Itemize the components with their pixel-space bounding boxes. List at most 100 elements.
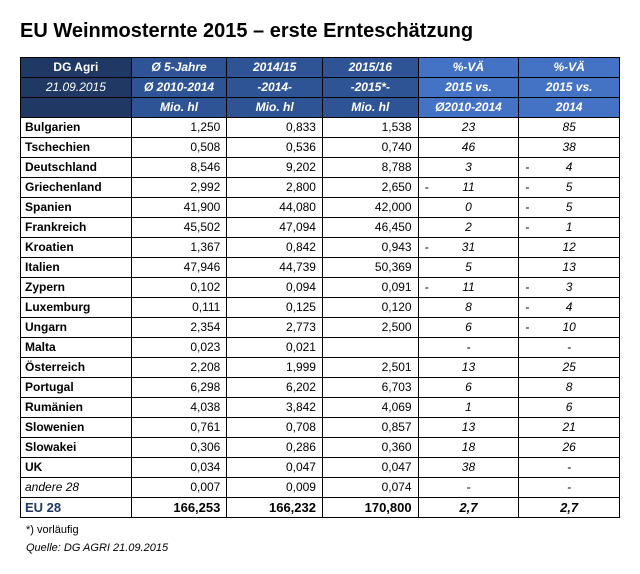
- header-cell: Mio. hl: [131, 98, 227, 118]
- header-cell: -2014-: [227, 78, 323, 98]
- value-cell: 23: [418, 118, 519, 138]
- value-cell: 0,034: [131, 458, 227, 478]
- table-row: Rumänien4,0383,8424,06916: [21, 398, 620, 418]
- country-cell: Luxemburg: [21, 298, 132, 318]
- value-cell: 2,208: [131, 358, 227, 378]
- table-row: Deutschland8,5469,2028,78834: [21, 158, 620, 178]
- header-cell: 2014/15: [227, 58, 323, 78]
- table-row: andere 280,0070,0090,074--: [21, 478, 620, 498]
- value-cell: 1,999: [227, 358, 323, 378]
- value-cell: 0,021: [227, 338, 323, 358]
- table-row: EU 28166,253166,232170,8002,72,7: [21, 498, 620, 518]
- header-cell: Ø2010-2014: [418, 98, 519, 118]
- value-cell: 13: [418, 358, 519, 378]
- value-cell: 12: [519, 238, 620, 258]
- value-cell: 6,703: [322, 378, 418, 398]
- value-cell: 6,202: [227, 378, 323, 398]
- value-cell: -: [519, 338, 620, 358]
- table-row: Italien47,94644,73950,369513: [21, 258, 620, 278]
- value-cell: 2,500: [322, 318, 418, 338]
- header-cell: 2015 vs.: [418, 78, 519, 98]
- value-cell: -: [519, 458, 620, 478]
- header-cell: [21, 98, 132, 118]
- value-cell: 8,546: [131, 158, 227, 178]
- value-cell: 31: [418, 238, 519, 258]
- table-row: Griechenland2,9922,8002,650115: [21, 178, 620, 198]
- value-cell: 0,943: [322, 238, 418, 258]
- value-cell: 47,094: [227, 218, 323, 238]
- value-cell: 44,080: [227, 198, 323, 218]
- value-cell: 0,536: [227, 138, 323, 158]
- value-cell: 2,773: [227, 318, 323, 338]
- value-cell: 1: [418, 398, 519, 418]
- value-cell: 0,360: [322, 438, 418, 458]
- country-cell: Griechenland: [21, 178, 132, 198]
- value-cell: 2,800: [227, 178, 323, 198]
- country-cell: andere 28: [21, 478, 132, 498]
- country-cell: Ungarn: [21, 318, 132, 338]
- footnote: *) vorläufig: [20, 524, 620, 536]
- value-cell: -: [519, 478, 620, 498]
- header-cell: 2014: [519, 98, 620, 118]
- table-row: Österreich2,2081,9992,5011325: [21, 358, 620, 378]
- table-row: Kroatien1,3670,8420,9433112: [21, 238, 620, 258]
- value-cell: [322, 338, 418, 358]
- value-cell: 0,111: [131, 298, 227, 318]
- country-cell: Bulgarien: [21, 118, 132, 138]
- value-cell: 46: [418, 138, 519, 158]
- value-cell: 0,047: [322, 458, 418, 478]
- value-cell: 0,094: [227, 278, 323, 298]
- value-cell: 0,007: [131, 478, 227, 498]
- value-cell: 4: [519, 158, 620, 178]
- header-cell: Mio. hl: [322, 98, 418, 118]
- table-row: Slowenien0,7610,7080,8571321: [21, 418, 620, 438]
- header-cell: 21.09.2015: [21, 78, 132, 98]
- value-cell: 41,900: [131, 198, 227, 218]
- value-cell: 25: [519, 358, 620, 378]
- value-cell: 8: [519, 378, 620, 398]
- value-cell: 2: [418, 218, 519, 238]
- value-cell: 18: [418, 438, 519, 458]
- value-cell: 0,125: [227, 298, 323, 318]
- value-cell: 2,7: [519, 498, 620, 518]
- value-cell: 4: [519, 298, 620, 318]
- value-cell: 45,502: [131, 218, 227, 238]
- value-cell: 13: [519, 258, 620, 278]
- table-row: Luxemburg0,1110,1250,12084: [21, 298, 620, 318]
- table-row: Slowakei0,3060,2860,3601826: [21, 438, 620, 458]
- value-cell: 5: [519, 198, 620, 218]
- value-cell: 4,069: [322, 398, 418, 418]
- header-cell: %-VÄ: [418, 58, 519, 78]
- value-cell: 2,7: [418, 498, 519, 518]
- harvest-table: DG AgriØ 5-Jahre2014/152015/16%-VÄ%-VÄ21…: [20, 57, 620, 518]
- value-cell: 0,708: [227, 418, 323, 438]
- page-title: EU Weinmosternte 2015 – erste Ernteschät…: [20, 20, 620, 43]
- value-cell: 26: [519, 438, 620, 458]
- country-cell: UK: [21, 458, 132, 478]
- value-cell: 0,023: [131, 338, 227, 358]
- value-cell: 8: [418, 298, 519, 318]
- value-cell: 166,232: [227, 498, 323, 518]
- table-row: Zypern0,1020,0940,091113: [21, 278, 620, 298]
- header-cell: Mio. hl: [227, 98, 323, 118]
- country-cell: Slowenien: [21, 418, 132, 438]
- table-row: Ungarn2,3542,7732,500610: [21, 318, 620, 338]
- value-cell: 6: [418, 378, 519, 398]
- value-cell: 0,074: [322, 478, 418, 498]
- value-cell: 44,739: [227, 258, 323, 278]
- value-cell: 38: [519, 138, 620, 158]
- value-cell: 0,740: [322, 138, 418, 158]
- value-cell: 6: [519, 398, 620, 418]
- value-cell: 8,788: [322, 158, 418, 178]
- value-cell: 166,253: [131, 498, 227, 518]
- value-cell: 3: [418, 158, 519, 178]
- value-cell: 0,833: [227, 118, 323, 138]
- table-row: UK0,0340,0470,04738-: [21, 458, 620, 478]
- country-cell: Portugal: [21, 378, 132, 398]
- table-row: Malta0,0230,021--: [21, 338, 620, 358]
- value-cell: -: [418, 478, 519, 498]
- value-cell: 47,946: [131, 258, 227, 278]
- source-line: Quelle: DG AGRI 21.09.2015: [20, 542, 620, 554]
- header-cell: 2015 vs.: [519, 78, 620, 98]
- value-cell: 4,038: [131, 398, 227, 418]
